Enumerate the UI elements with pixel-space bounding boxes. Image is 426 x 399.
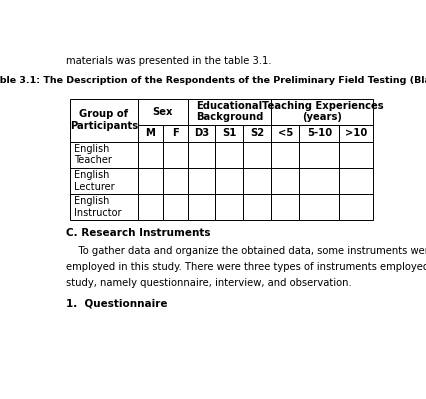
Text: >10: >10 [345,128,368,138]
Bar [243,124,271,142]
Text: study, namely questionnaire, interview, and observation.: study, namely questionnaire, interview, … [66,278,352,288]
Bar [187,99,271,124]
Text: materials was presented in the table 3.1.: materials was presented in the table 3.1… [66,55,272,65]
Bar [187,168,216,194]
Bar [70,99,138,142]
Bar [340,168,374,194]
Text: M: M [145,128,155,138]
Text: Table 3.1: The Description of the Respondents of the Preliminary Field Testing (: Table 3.1: The Description of the Respon… [0,75,426,85]
Text: S1: S1 [222,128,236,138]
Text: English
Lecturer: English Lecturer [74,170,114,192]
Bar [216,194,243,220]
Text: English
Instructor: English Instructor [74,196,121,218]
Bar [163,168,187,194]
Bar [299,194,340,220]
Bar [163,194,187,220]
Bar [138,124,163,142]
Text: Sex: Sex [153,107,173,117]
Bar [271,124,299,142]
Text: To gather data and organize the obtained data, some instruments were: To gather data and organize the obtained… [66,246,426,256]
Bar [243,194,271,220]
Text: employed in this study. There were three types of instruments employed in this: employed in this study. There were three… [66,262,426,272]
Bar [70,194,138,220]
Bar [187,142,216,168]
Bar [340,142,374,168]
Bar [138,194,163,220]
Bar [70,142,138,168]
Text: F: F [172,128,178,138]
Bar [243,168,271,194]
Bar [243,142,271,168]
Bar [299,124,340,142]
Text: C. Research Instruments: C. Research Instruments [66,227,211,238]
Bar [216,124,243,142]
Bar [340,194,374,220]
Bar [216,142,243,168]
Text: <5: <5 [277,128,293,138]
Text: D3: D3 [194,128,209,138]
Text: S2: S2 [250,128,264,138]
Bar [271,168,299,194]
Bar [163,142,187,168]
Bar [216,168,243,194]
Text: Group of
Participants: Group of Participants [70,109,138,131]
Bar [70,168,138,194]
Bar [271,194,299,220]
Bar [271,142,299,168]
Bar [299,168,340,194]
Text: 5-10: 5-10 [307,128,332,138]
Bar [340,124,374,142]
Bar [187,194,216,220]
Text: English
Teacher: English Teacher [74,144,112,166]
Bar [138,99,187,124]
Bar [271,99,374,124]
Bar [187,124,216,142]
Text: Teaching Experiences
(years): Teaching Experiences (years) [262,101,383,122]
Text: Educational
Background: Educational Background [196,101,263,122]
Bar [138,142,163,168]
Text: 1.  Questionnaire: 1. Questionnaire [66,298,168,308]
Bar [163,124,187,142]
Bar [138,168,163,194]
Bar [299,142,340,168]
